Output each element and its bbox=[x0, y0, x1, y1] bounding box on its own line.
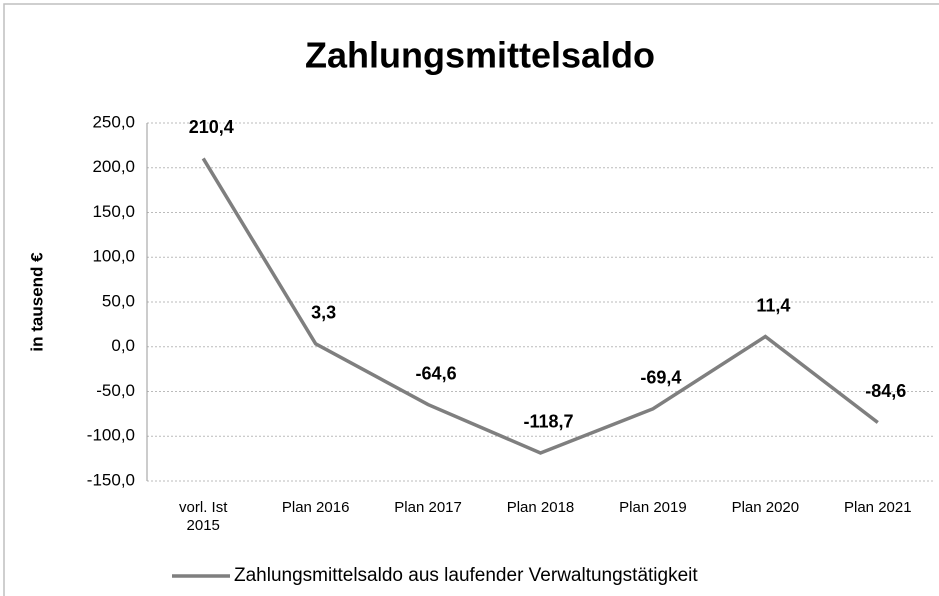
x-tick-label: Plan 2021 bbox=[844, 499, 912, 516]
y-axis-label: in tausend € bbox=[27, 252, 46, 352]
y-tick-label: -150,0 bbox=[87, 470, 135, 489]
line bbox=[201, 157, 879, 455]
data-label: 3,3 bbox=[311, 303, 336, 323]
x-tick-label: Plan 2020 bbox=[731, 499, 800, 516]
legend-label: Zahlungsmittelsaldo aus laufender Verwal… bbox=[234, 565, 698, 586]
y-tick-label: 150,0 bbox=[92, 202, 135, 221]
data-label: 11,4 bbox=[756, 295, 790, 315]
x-tick-label: Plan 2017 bbox=[394, 499, 462, 516]
y-tick-label: -100,0 bbox=[87, 426, 135, 445]
x-tick-label: Plan 2019 bbox=[619, 499, 687, 516]
y-tick-label: 250,0 bbox=[92, 112, 135, 131]
y-tick-label: 200,0 bbox=[92, 157, 135, 176]
data-label: -64,6 bbox=[416, 363, 457, 383]
y-tick-label: 100,0 bbox=[92, 247, 135, 266]
data-label: 210,4 bbox=[189, 117, 234, 137]
data-label: -118,7 bbox=[523, 412, 573, 432]
x-tick-label: vorl. Ist 2015 bbox=[179, 499, 228, 534]
y-tick-label: 50,0 bbox=[102, 291, 135, 310]
x-tick-label: Plan 2016 bbox=[281, 499, 350, 516]
chart-title: Zahlungsmittelsaldo bbox=[305, 35, 655, 76]
chart-border bbox=[3, 3, 939, 596]
y-tick-label: 0,0 bbox=[111, 336, 135, 355]
data-label: -69,4 bbox=[640, 368, 681, 388]
x-tick-label: Plan 2018 bbox=[506, 499, 575, 516]
y-tick-label: -50,0 bbox=[96, 381, 135, 400]
data-label: -84,6 bbox=[865, 381, 906, 401]
